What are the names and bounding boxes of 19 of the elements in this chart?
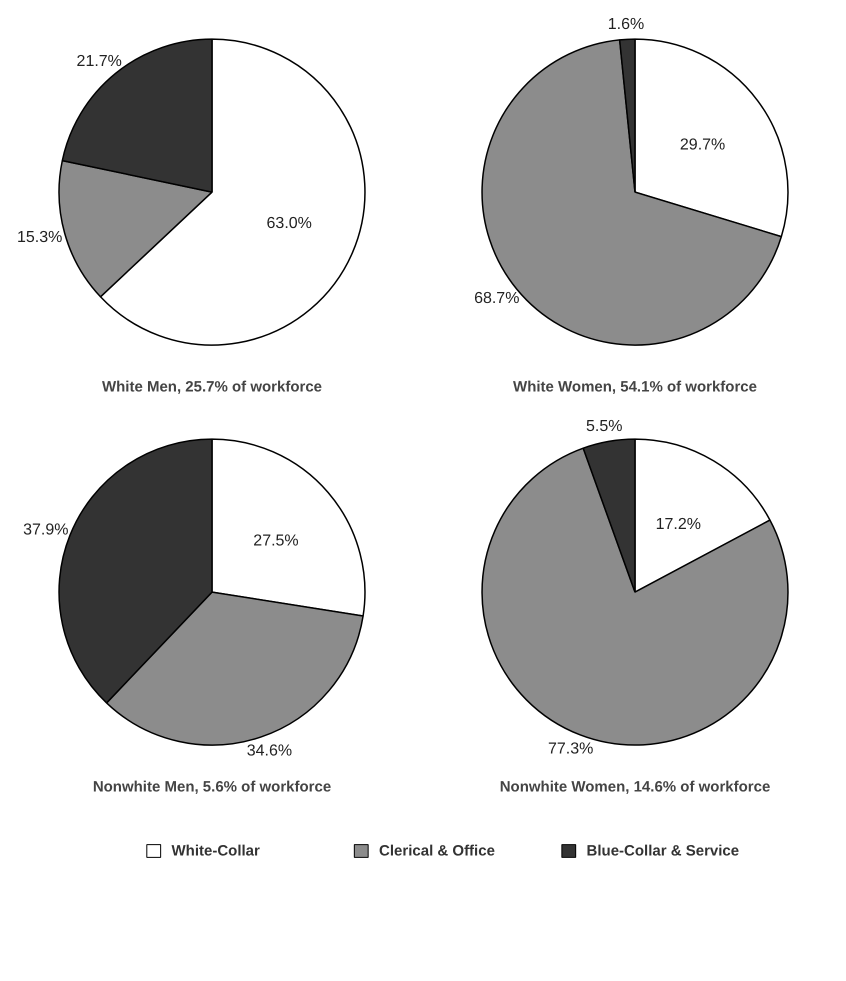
data-label: 1.6% [608, 16, 644, 33]
data-label: 17.2% [656, 516, 701, 533]
legend-label: Clerical & Office [379, 842, 495, 860]
data-label: 77.3% [548, 740, 594, 758]
legend-label: Blue-Collar & Service [586, 842, 740, 860]
data-label: 29.7% [680, 136, 726, 154]
data-label: 27.5% [253, 532, 299, 550]
text: White Men, 25.7% of workforce [102, 378, 322, 396]
text: White Women, 54.1% of workforce [513, 378, 757, 396]
data-label: 5.5% [586, 418, 622, 436]
data-label: 68.7% [474, 290, 520, 308]
data-label: 34.6% [246, 742, 292, 760]
text: Nonwhite Men, 5.6% of workforce [92, 778, 332, 796]
data-label: 21.7% [76, 53, 122, 70]
data-label: 15.3% [16, 228, 62, 246]
text: Nonwhite Women, 14.6% of workforce [500, 778, 770, 796]
legend-label: White-Collar [172, 842, 260, 860]
data-label: 37.9% [23, 521, 68, 538]
data-label: 63.0% [266, 214, 312, 232]
